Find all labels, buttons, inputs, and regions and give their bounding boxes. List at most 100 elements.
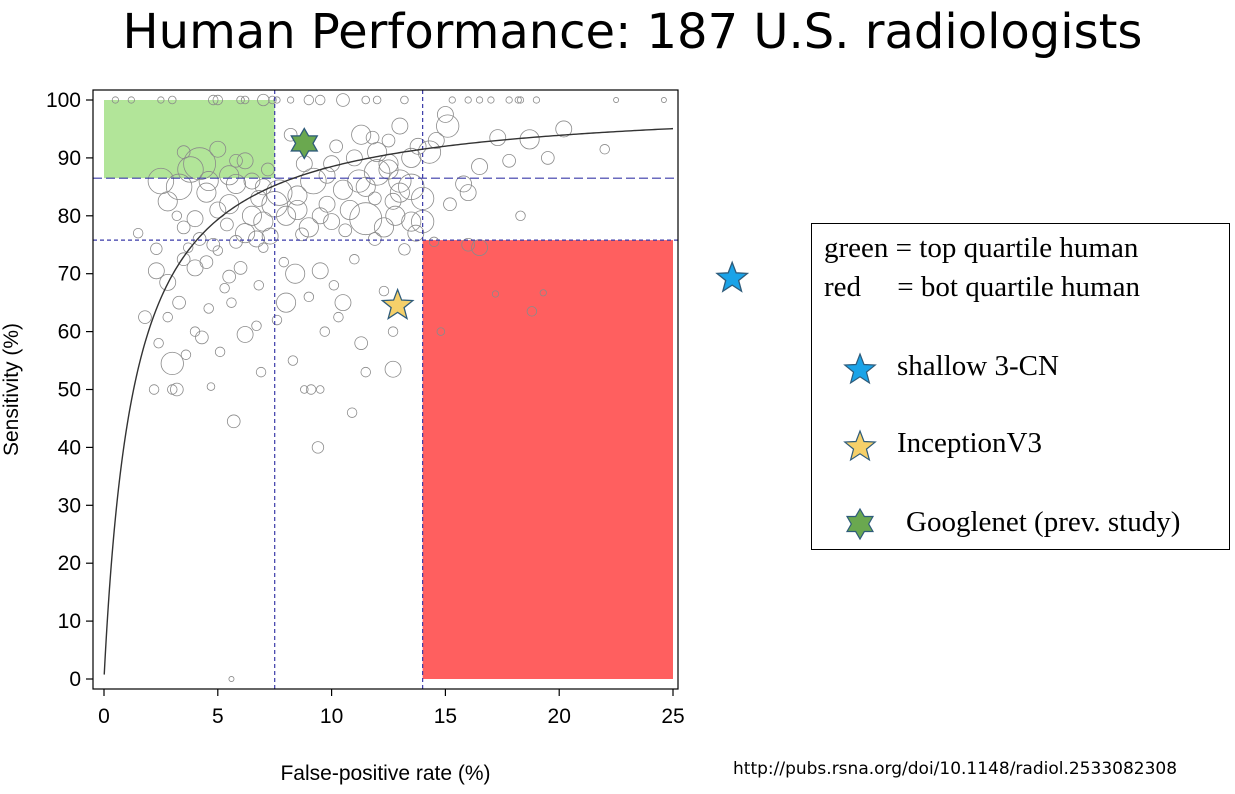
x-tick-label: 25 [661, 705, 684, 728]
radiologist-point [287, 200, 308, 221]
radiologist-point [455, 175, 473, 193]
radiologist-point [268, 95, 277, 105]
radiologist-point [515, 210, 526, 222]
radiologist-point [273, 96, 281, 104]
radiologist-point [199, 255, 214, 269]
radiologist-point [176, 220, 191, 235]
radiologist-point [298, 217, 319, 238]
radiologist-point [147, 167, 175, 195]
radiologist-point [177, 156, 204, 183]
y-tick-label: 70 [58, 263, 81, 286]
radiologist-point [541, 151, 555, 165]
radiologist-point [127, 96, 135, 104]
radiologist-point [333, 311, 344, 323]
radiologist-point [176, 252, 191, 267]
radiologist-point [180, 349, 192, 360]
radiologist-point [448, 96, 456, 104]
radiologist-point [351, 124, 372, 145]
radiologist-point [236, 152, 254, 170]
star-6-icon [290, 127, 319, 160]
radiologist-point [514, 96, 522, 104]
radiologist-point [157, 96, 165, 104]
radiologist-point [236, 326, 254, 343]
star-5-icon [843, 352, 877, 385]
radiologist-point [464, 96, 472, 104]
radiologist-point [502, 153, 516, 168]
radiologist-point [519, 129, 540, 150]
radiologist-point [165, 173, 193, 201]
radiologist-point [209, 140, 227, 158]
radiologist-point [354, 336, 368, 350]
radiologist-point [222, 269, 236, 284]
radiologist-point [368, 191, 382, 206]
radiologist-point [276, 205, 297, 226]
radiologist-point [257, 93, 270, 107]
radiologist-point [170, 382, 184, 397]
radiologist-point [186, 259, 204, 277]
radiologist-point [229, 153, 243, 168]
radiologist-point [196, 182, 217, 203]
radiologist-point [241, 205, 262, 226]
radiologist-point [613, 97, 620, 103]
radiologist-point [391, 117, 409, 135]
radiologist-point [300, 385, 309, 394]
y-tick-label: 80 [58, 205, 81, 228]
radiologist-point [195, 330, 209, 345]
radiologist-point [235, 223, 256, 244]
radiologist-point [132, 227, 144, 239]
radiologist-point [295, 227, 309, 242]
bottom-quartile-region [422, 240, 673, 680]
radiologist-point [208, 94, 219, 106]
radiologist-point [355, 176, 376, 197]
source-url: http://pubs.rsna.org/doi/10.1148/radiol.… [733, 759, 1178, 779]
radiologist-point [233, 261, 248, 275]
radiologist-point [329, 139, 343, 154]
radiologist-point [373, 217, 394, 238]
radiologist-point [345, 149, 363, 167]
radiologist-point [228, 676, 235, 682]
radiologist-point [206, 382, 216, 391]
x-tick-label: 5 [212, 705, 224, 728]
x-tick-label: 0 [98, 705, 110, 728]
radiologist-point [251, 320, 262, 332]
y-axis-label: Sensitivity (%) [0, 323, 23, 456]
radiologist-point [203, 303, 214, 314]
y-tick-label: 60 [58, 321, 81, 344]
radiologist-point [443, 197, 457, 212]
radiologist-point [427, 132, 445, 149]
radiologist-point [226, 297, 237, 308]
radiologist-point [209, 201, 227, 219]
radiologist-point [229, 235, 243, 249]
radiologist-point [349, 202, 383, 236]
radiologist-point [162, 311, 173, 323]
x-tick-label: 15 [434, 705, 457, 728]
radiologist-point [363, 159, 391, 186]
radiologist-point [349, 254, 360, 265]
radiologist-point [436, 114, 460, 138]
radiologist-point [401, 147, 422, 168]
radiologist-point [253, 280, 264, 291]
radiologist-point [315, 94, 326, 106]
y-tick-label: 100 [46, 89, 81, 112]
radiologist-point [323, 213, 341, 230]
radiologist-point [212, 94, 224, 106]
radiologist-point [347, 169, 371, 193]
radiologist-point [226, 173, 247, 194]
radiologist-point [660, 97, 667, 103]
star-5-icon [843, 429, 877, 462]
radiologist-point [168, 95, 177, 105]
radiologist-point [361, 95, 370, 105]
radiologist-point [243, 172, 261, 190]
legend-label-shallow-3cn: shallow 3-CN [897, 350, 1059, 382]
star-5-icon [380, 287, 415, 320]
radiologist-point [271, 314, 283, 326]
radiologist-point [398, 243, 411, 256]
radiologist-point [219, 165, 240, 186]
top-quartile-region [104, 100, 275, 179]
radiologist-point [489, 129, 507, 147]
y-tick-label: 20 [58, 552, 81, 575]
radiologist-point [285, 263, 306, 284]
radiologist-point [305, 384, 317, 395]
radiologist-point [436, 327, 446, 336]
